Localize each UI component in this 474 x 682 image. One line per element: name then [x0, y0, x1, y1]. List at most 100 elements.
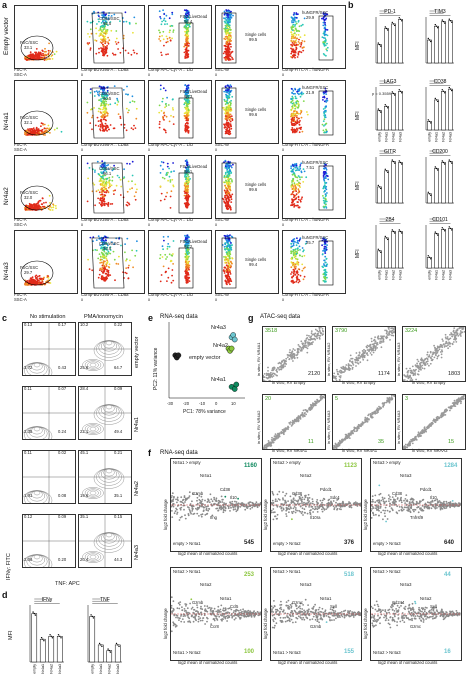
replicate-dot	[435, 167, 438, 170]
flow-event	[324, 276, 327, 279]
flow-event	[39, 58, 41, 60]
replicate-dot	[437, 169, 439, 171]
flow-event	[185, 34, 188, 37]
flow-event	[299, 176, 301, 179]
flow-event	[295, 29, 298, 31]
flow-event	[117, 263, 120, 265]
flow-event	[48, 42, 50, 45]
flow-event	[37, 55, 39, 58]
flow-event	[172, 29, 175, 32]
flow-event	[229, 113, 232, 116]
flow-event	[125, 129, 128, 132]
flow-event	[186, 45, 189, 48]
flow-event	[166, 173, 168, 176]
flow-event	[107, 24, 109, 26]
flow-event	[106, 249, 108, 251]
flow-event	[53, 128, 56, 131]
flow-event	[300, 93, 303, 96]
flow-event	[183, 112, 186, 115]
x-axis-label: SSC-W	[215, 142, 229, 147]
flow-event	[166, 23, 169, 25]
flow-event	[323, 184, 326, 187]
flow-event	[324, 167, 327, 170]
contour-line	[23, 554, 53, 567]
flow-event	[297, 41, 300, 43]
flow-event	[299, 182, 301, 185]
flow-event	[188, 175, 190, 178]
flow-event	[35, 127, 38, 130]
flow-event	[228, 108, 231, 110]
flow-event	[293, 188, 295, 191]
flow-event	[291, 245, 294, 248]
flow-event	[187, 49, 190, 52]
flow-event	[136, 52, 138, 55]
flow-event	[228, 238, 231, 241]
gate-outline	[318, 165, 334, 211]
flow-event	[185, 32, 188, 35]
flow-event	[325, 54, 327, 57]
y-axis-label: SSC-A	[14, 297, 27, 302]
flow-event	[228, 193, 231, 196]
bar-empty	[377, 250, 382, 269]
flow-event	[31, 204, 34, 207]
flow-event	[293, 51, 295, 54]
flow-event	[299, 164, 302, 166]
flow-event	[186, 177, 189, 180]
flow-event	[165, 105, 168, 107]
replicate-dot	[427, 255, 429, 257]
gate-value: 7.51	[306, 165, 315, 170]
flow-event	[226, 107, 229, 110]
flow-event	[299, 178, 301, 181]
flow-event	[55, 50, 58, 53]
flow-event	[324, 131, 327, 134]
flow-event	[225, 176, 228, 178]
quadrant-percent: 10.2	[80, 322, 89, 327]
bar-category-label: empty	[427, 270, 431, 280]
flow-event	[116, 174, 119, 177]
replicate-dot	[427, 191, 429, 193]
gate-outline	[178, 247, 194, 289]
flow-event	[326, 97, 328, 100]
flow-event	[295, 252, 298, 255]
flow-event	[295, 46, 298, 49]
flow-event	[325, 106, 327, 108]
flow-event	[292, 239, 294, 241]
flow-event	[323, 264, 326, 267]
flow-event	[114, 279, 116, 282]
replicate-dot	[401, 163, 403, 165]
flow-event	[125, 93, 127, 95]
flow-event	[102, 54, 104, 57]
bar-category-label: Nr4a1	[384, 270, 388, 280]
bar-Nr4a2	[391, 161, 396, 204]
flow-event	[228, 277, 231, 280]
flow-event	[172, 240, 175, 242]
flow-event	[294, 107, 297, 110]
flow-event	[231, 193, 234, 196]
bar-category-label: Nr4a1	[434, 270, 438, 280]
gate-value: 98.3	[184, 94, 193, 99]
flow-event	[106, 177, 109, 180]
flow-event	[186, 255, 189, 258]
flow-event	[185, 182, 188, 185]
flow-event	[321, 123, 324, 126]
flow-event	[102, 170, 105, 173]
flow-event	[162, 248, 164, 251]
flow-event	[231, 262, 233, 265]
flow-event	[321, 253, 324, 255]
flow-event	[322, 120, 325, 122]
flow-event	[228, 181, 231, 184]
flow-event	[188, 268, 190, 271]
flow-event	[297, 51, 300, 53]
flow-event	[226, 28, 228, 31]
flow-event	[133, 195, 136, 198]
replicate-dot	[391, 21, 393, 24]
flow-event	[187, 101, 189, 104]
flow-density-svg	[86, 10, 138, 64]
bar-chart-title: TIM3	[434, 9, 446, 15]
flow-event	[105, 252, 108, 255]
flow-event	[291, 42, 294, 44]
flow-event	[126, 237, 129, 240]
x-axis-label: FSC-A	[14, 67, 27, 72]
bar-chart-title: PD-1	[384, 9, 396, 15]
flow-event	[227, 16, 229, 18]
